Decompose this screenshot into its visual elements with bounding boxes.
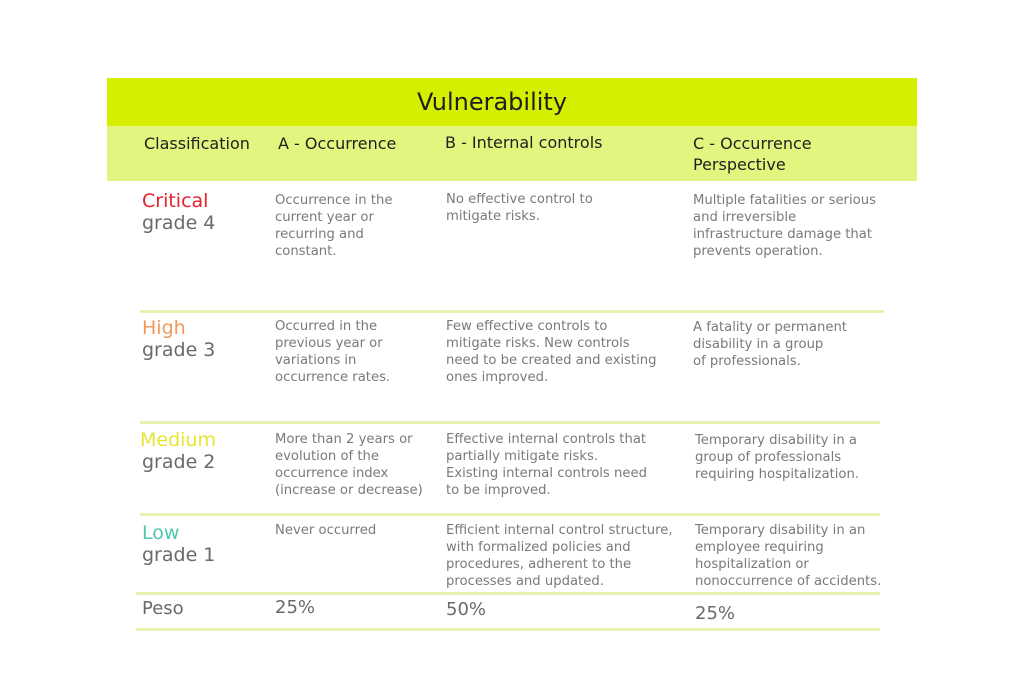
high-perspective: A fatality or permanent disability in a g… [693,320,847,369]
level-medium: Medium [140,429,216,451]
row-separator [140,513,880,516]
grade-4: grade 4 [142,212,216,234]
level-critical: Critical [142,190,209,212]
grade-2: grade 2 [142,451,216,473]
critical-perspective: Multiple fatalities or serious and irreve… [693,193,876,259]
header-classification: Classification [144,134,250,153]
row-separator [140,310,884,313]
low-perspective: Temporary disability in an employee requi… [695,523,882,589]
peso-perspective: 25% [695,603,736,624]
header-occurrence: A - Occurrence [278,134,397,153]
peso-occurrence: 25% [275,597,316,618]
header-occurrence-perspective-line2: Perspective [693,155,786,174]
peso-internal-controls: 50% [446,599,487,620]
low-occurrence: Never occurred [275,523,377,538]
high-internal-controls: Few effective controls to mitigate risks.… [446,319,657,385]
level-high: High [142,317,186,339]
header-occurrence-perspective-line1: C - Occurrence [693,134,812,153]
medium-occurrence: More than 2 years or evolution of the occu… [275,432,423,498]
peso-label: Peso [142,598,184,619]
table-title-bar: Vulnerability [107,78,917,126]
row-separator [136,592,880,595]
table-title: Vulnerability [416,88,568,116]
medium-perspective: Temporary disability in a group of profes… [695,433,860,482]
header-internal-controls: B - Internal controls [445,133,603,152]
table-header-row [107,126,917,181]
critical-internal-controls: No effective control to mitigate risks. [446,192,593,224]
level-low: Low [142,522,180,544]
low-internal-controls: Efficient internal control structure, wit… [446,523,673,589]
medium-internal-controls: Effective internal controls that partiall… [446,432,647,498]
grade-1: grade 1 [142,544,216,566]
high-occurrence: Occurred in the previous year or variation… [275,319,391,385]
critical-occurrence: Occurrence in the current year or recurrin… [275,193,393,259]
grade-3: grade 3 [142,339,216,361]
row-separator [136,628,880,631]
row-separator [140,421,880,424]
